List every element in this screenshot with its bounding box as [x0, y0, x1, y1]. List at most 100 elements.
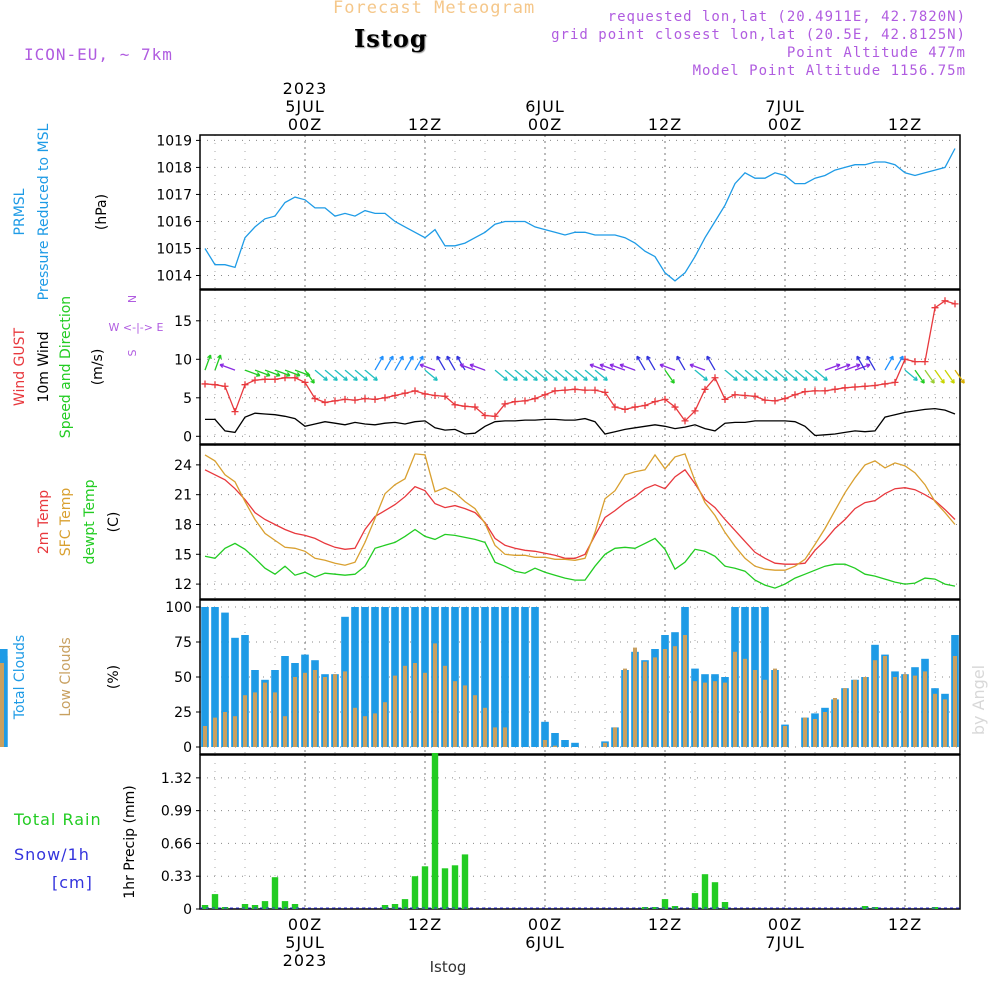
model-label: ICON-EU, ~ 7km	[24, 45, 173, 64]
temp-unit: (C)	[106, 512, 122, 533]
low-cloud-bar	[713, 681, 717, 747]
wind-arrow	[659, 363, 676, 371]
wind-arrow	[394, 355, 404, 371]
low-cloud-bar	[403, 665, 407, 747]
wind-arrow	[344, 369, 358, 382]
low-cloud-bar	[603, 742, 607, 747]
low-cloud-bar	[813, 719, 817, 747]
ytick-label: 10	[174, 352, 192, 368]
total-cloud-bar	[561, 740, 569, 747]
gust-marker	[531, 395, 539, 403]
low-cloud-bar	[493, 727, 497, 747]
bottom-time-label: 12Z	[888, 915, 922, 934]
dewpt-line	[204, 528, 956, 589]
low-cloud-bar	[373, 713, 377, 747]
t2m-line	[204, 468, 956, 565]
pressure-label-prmsl: PRMSL	[12, 188, 28, 235]
gust-marker	[841, 384, 849, 392]
gust-marker	[631, 403, 639, 411]
low-cloud-bar	[383, 702, 387, 747]
top-time-label: 2023	[283, 79, 328, 98]
low-cloud-bar	[253, 692, 257, 747]
low-cloud-bar	[943, 699, 947, 747]
wind-arrow	[564, 369, 578, 382]
wind-speed-line	[205, 407, 956, 437]
gust-marker	[921, 358, 929, 366]
wind-arrow	[456, 355, 466, 371]
super-title: Forecast Meteogram	[333, 0, 536, 18]
ytick-label: 5	[183, 391, 192, 407]
gust-marker	[301, 378, 309, 386]
low-cloud-bar	[273, 692, 277, 747]
gust-marker	[781, 395, 789, 403]
temp-label-sfc: SFC Temp	[58, 488, 74, 557]
clouds-label-low: Low Clouds	[58, 637, 74, 716]
gust-marker	[221, 382, 229, 390]
rain-bar	[461, 854, 469, 909]
rain-bar	[691, 893, 699, 909]
gust-marker	[511, 398, 519, 406]
gust-marker	[291, 374, 299, 382]
wind-arrow	[636, 355, 646, 371]
low-cloud-bar	[433, 643, 437, 747]
low-cloud-bar	[353, 707, 357, 747]
low-cloud-bar	[653, 657, 657, 747]
gust-marker	[441, 392, 449, 400]
rain-bar	[661, 899, 669, 909]
low-cloud-bar	[543, 740, 547, 747]
ytick-label: 0.33	[161, 869, 192, 885]
total-cloud-bar	[541, 721, 549, 747]
gust-marker	[391, 391, 399, 399]
gust-marker	[581, 386, 589, 394]
wind-arrow	[794, 369, 808, 382]
pressure-line	[204, 148, 956, 282]
panel-frame	[199, 289, 961, 445]
top-time-label: 00Z	[768, 115, 802, 134]
wind-arrow	[824, 363, 841, 371]
wind-arrow	[264, 369, 281, 377]
ytick-label: 50	[174, 670, 192, 686]
wind-arrow	[594, 369, 608, 382]
wind-arrow	[689, 363, 706, 371]
gust-marker	[281, 374, 289, 382]
low-cloud-bar	[913, 675, 917, 747]
gust-marker	[341, 395, 349, 403]
low-cloud-bar	[683, 635, 687, 747]
gust-marker	[851, 383, 859, 391]
low-cloud-bar	[803, 717, 807, 747]
low-cloud-bar	[833, 698, 837, 747]
precip-label-cm: [cm]	[52, 873, 93, 892]
total-cloud-bar	[451, 607, 459, 747]
ytick-label: 1014	[156, 268, 192, 284]
low-cloud-bar	[783, 726, 787, 747]
rain-bar	[441, 868, 449, 909]
pressure-unit: (hPa)	[94, 194, 110, 230]
rain-bar	[421, 866, 429, 909]
low-cloud-bar	[633, 647, 637, 747]
top-time-label: 5JUL	[285, 97, 325, 116]
rain-bar	[241, 904, 249, 909]
low-cloud-bar	[763, 679, 767, 747]
wind-arrow	[866, 355, 876, 371]
gust-marker	[871, 381, 879, 389]
low-cloud-bar	[503, 727, 507, 747]
gust-marker	[891, 378, 899, 386]
ytick-label: 0.66	[161, 836, 192, 852]
low-cloud-bar	[453, 681, 457, 747]
wind-arrow	[844, 363, 861, 371]
gust-marker	[411, 387, 419, 395]
total-cloud-bar	[521, 607, 529, 747]
panel-frame	[199, 599, 961, 755]
gust-marker	[211, 381, 219, 389]
total-cloud-bar	[761, 607, 769, 747]
wind-arrow	[724, 369, 738, 382]
top-time-label: 7JUL	[765, 97, 805, 116]
low-cloud-bar	[553, 745, 557, 747]
gust-marker	[361, 395, 369, 403]
gust-marker	[241, 381, 249, 389]
ytick-label: 18	[174, 517, 192, 533]
gust-marker	[831, 385, 839, 393]
wind-arrow	[694, 369, 708, 382]
wind-arrow	[274, 369, 291, 377]
rain-bar	[271, 877, 279, 909]
